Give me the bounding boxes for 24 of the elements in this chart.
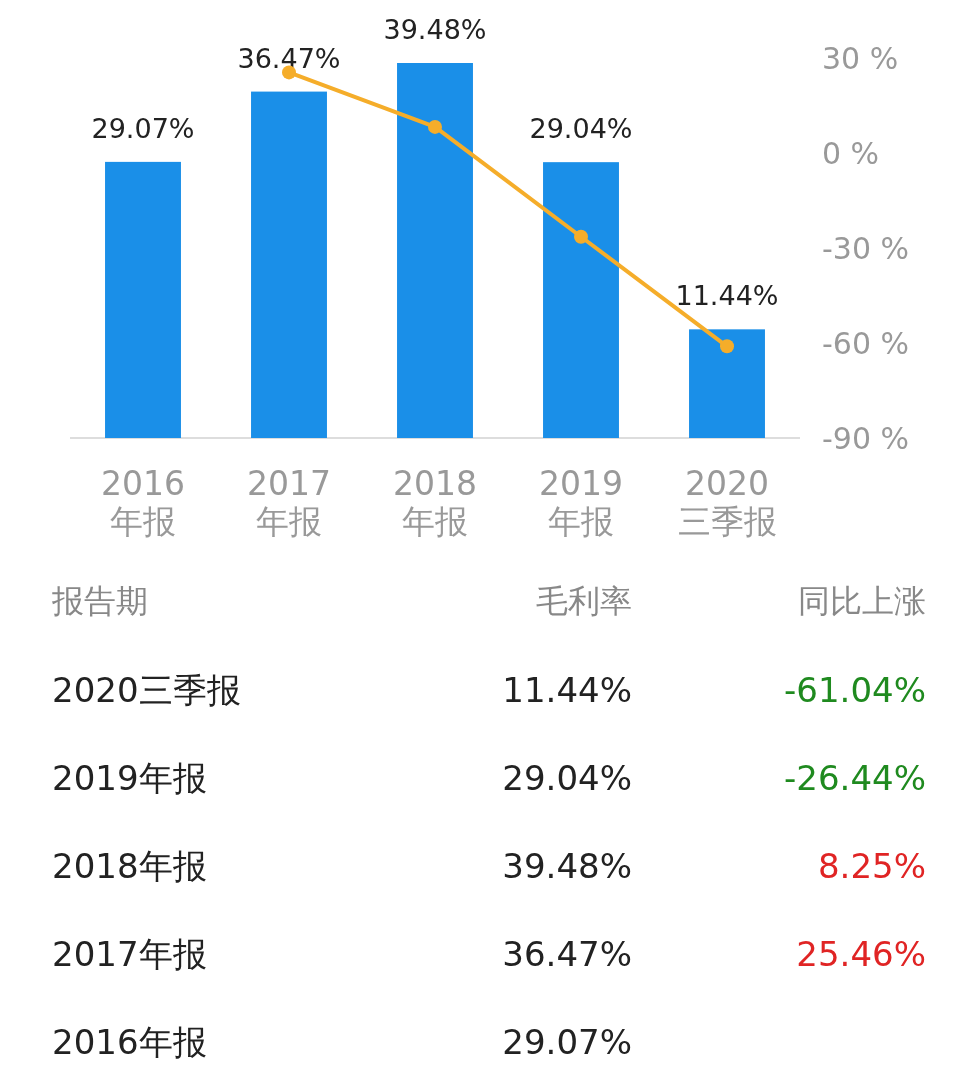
x-tick-label: 2018 年报 — [393, 464, 477, 541]
point — [428, 119, 442, 134]
bar — [689, 329, 765, 438]
bar — [397, 63, 473, 438]
x-tick-label: 2016 年报 — [101, 464, 185, 541]
data-label: 39.48% — [383, 14, 487, 45]
y2-tick-label: 30 % — [822, 41, 899, 76]
bar — [105, 161, 181, 438]
y2-tick-label: -60 % — [822, 326, 910, 361]
data-label: 29.07% — [91, 112, 195, 144]
y2-tick-label: -30 % — [822, 231, 910, 266]
x-tick-label: 2019 年报 — [539, 464, 623, 541]
data-label: 36.47% — [237, 42, 341, 74]
y2-tick-label: 0 % — [822, 136, 880, 171]
data-label: 11.44% — [675, 280, 779, 312]
x-tick-label: 2017 年报 — [247, 464, 331, 541]
bar — [543, 162, 619, 438]
point — [574, 229, 588, 244]
bar — [251, 91, 327, 438]
x-tick-label: 2020 三季报 — [677, 464, 777, 541]
y2-tick-label: -90 % — [822, 421, 910, 456]
value-table: 报告期 毛利率 同比上涨 -61.04% -26.44% 8.25% 25.46% 2020三季报 11.44% 2019年报 29.04% 2018年报 39.48% 2017年报 36.47% 2016年报 29.07% — [52, 582, 926, 1062]
data-label: 29.04% — [529, 113, 633, 145]
point — [720, 339, 734, 354]
